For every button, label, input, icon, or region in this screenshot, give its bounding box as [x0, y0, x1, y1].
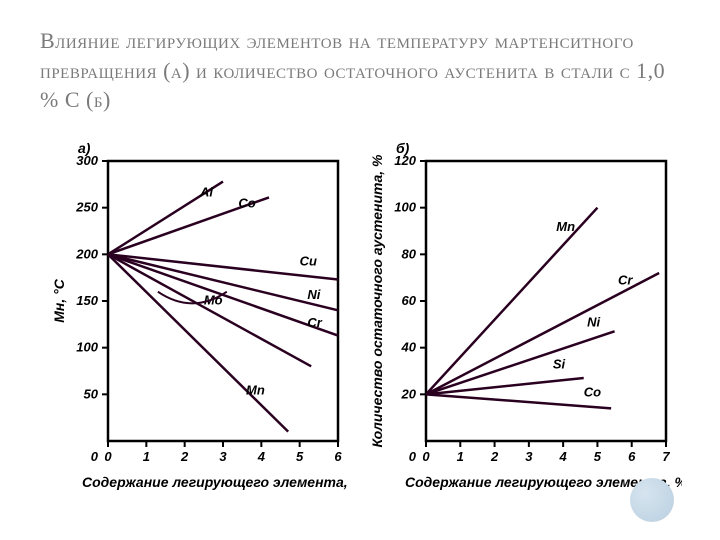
svg-text:б): б)	[396, 140, 410, 156]
svg-text:1: 1	[143, 449, 150, 464]
svg-text:Содержание легирующего элемент: Содержание легирующего элемента, %	[82, 474, 348, 490]
chart-a: 0123456501001502002503000Содержание леги…	[38, 133, 348, 493]
svg-text:Ni: Ni	[307, 287, 320, 302]
svg-text:Cr: Cr	[618, 273, 633, 288]
svg-text:200: 200	[75, 246, 98, 261]
svg-text:5: 5	[594, 449, 602, 464]
svg-text:Cr: Cr	[307, 315, 322, 330]
svg-text:0: 0	[409, 449, 417, 464]
svg-text:0: 0	[104, 449, 112, 464]
svg-text:100: 100	[394, 200, 416, 215]
svg-text:Ni: Ni	[587, 315, 600, 330]
svg-text:40: 40	[401, 340, 417, 355]
svg-text:Mn: Mn	[246, 382, 265, 397]
svg-text:7: 7	[662, 449, 670, 464]
svg-text:50: 50	[84, 386, 99, 401]
slide-title: Влияние легирующих элементов на температ…	[40, 26, 680, 115]
svg-text:2: 2	[180, 449, 189, 464]
svg-text:Co: Co	[584, 385, 601, 400]
chart-b: 01234567204060801001200Содержание легиру…	[352, 133, 682, 493]
svg-text:20: 20	[401, 386, 417, 401]
svg-text:0: 0	[91, 449, 99, 464]
svg-text:Co: Co	[238, 196, 255, 211]
svg-text:Si: Si	[553, 357, 566, 372]
svg-text:2: 2	[490, 449, 499, 464]
svg-text:Al: Al	[199, 185, 213, 200]
svg-text:1: 1	[457, 449, 464, 464]
svg-text:4: 4	[257, 449, 266, 464]
svg-text:250: 250	[75, 200, 98, 215]
decorative-sphere-icon	[630, 478, 674, 522]
panel-b: 01234567204060801001200Содержание легиру…	[352, 133, 682, 493]
svg-text:Мн, °С: Мн, °С	[51, 278, 67, 322]
svg-text:Mn: Mn	[556, 219, 575, 234]
panel-a: 0123456501001502002503000Содержание леги…	[38, 133, 348, 493]
svg-text:Cu: Cu	[300, 254, 317, 269]
svg-text:80: 80	[402, 246, 417, 261]
svg-text:Количество остаточного аустени: Количество остаточного аустенита, %	[369, 154, 385, 447]
svg-text:4: 4	[559, 449, 568, 464]
svg-text:5: 5	[296, 449, 304, 464]
slide: Влияние легирующих элементов на температ…	[0, 0, 720, 540]
svg-text:0: 0	[422, 449, 430, 464]
svg-text:а): а)	[78, 140, 91, 156]
svg-text:60: 60	[402, 293, 417, 308]
charts-row: 0123456501001502002503000Содержание леги…	[40, 133, 680, 493]
svg-text:6: 6	[334, 449, 342, 464]
svg-text:100: 100	[76, 340, 98, 355]
svg-text:6: 6	[628, 449, 636, 464]
svg-text:3: 3	[219, 449, 227, 464]
svg-text:150: 150	[76, 293, 98, 308]
svg-text:3: 3	[525, 449, 533, 464]
